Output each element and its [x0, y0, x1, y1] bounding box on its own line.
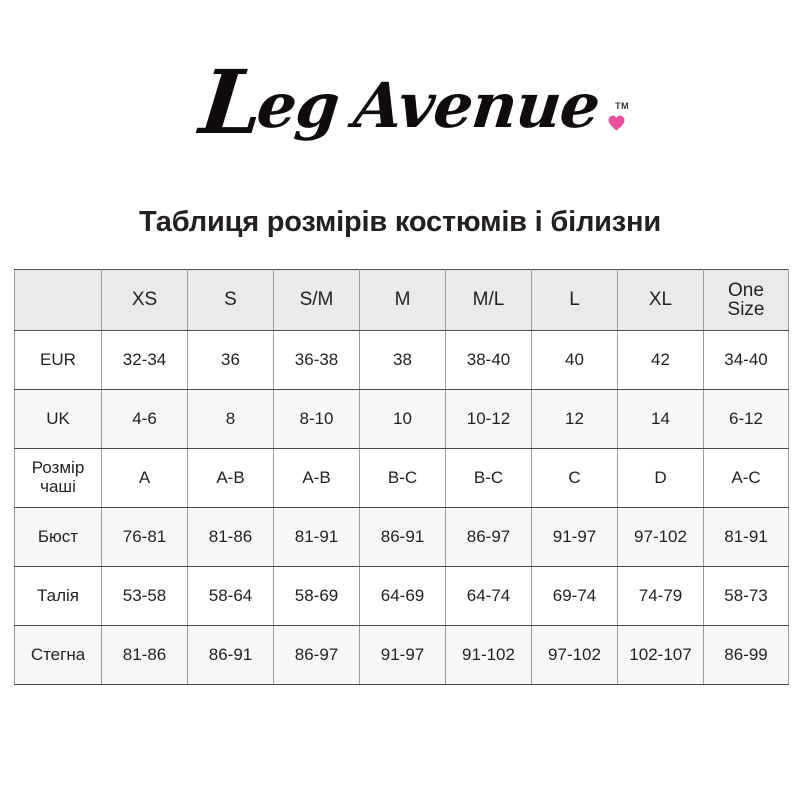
cell-bust-ml: 86-97 [445, 507, 532, 567]
table-row: Стегна 81-86 86-91 86-97 91-97 91-102 97… [14, 625, 789, 685]
header-cell-m: M [359, 269, 446, 331]
row-label-cup-size: Розмір чаші [14, 448, 102, 508]
table-row: UK 4-6 8 8-10 10 10-12 12 14 6-12 [14, 389, 789, 449]
cell-waist-l: 69-74 [531, 566, 618, 626]
cell-hips-sm: 86-97 [273, 625, 360, 685]
trademark-label: TM [615, 101, 630, 112]
row-label-eur: EUR [14, 330, 102, 390]
table-body: EUR 32-34 36 36-38 38 38-40 40 42 34-40 … [14, 330, 789, 685]
cell-hips-s: 86-91 [187, 625, 274, 685]
cell-uk-m: 10 [359, 389, 446, 449]
row-label-cup-size-line2: чаші [40, 477, 76, 496]
cell-eur-one-size: 34-40 [703, 330, 789, 390]
cell-uk-l: 12 [531, 389, 618, 449]
page-title: Таблиця розмірів костюмів і білизни [139, 206, 661, 238]
cell-bust-m: 86-91 [359, 507, 446, 567]
cell-eur-ml: 38-40 [445, 330, 532, 390]
cell-waist-s: 58-64 [187, 566, 274, 626]
header-cell-xl: XL [617, 269, 704, 331]
cell-eur-m: 38 [359, 330, 446, 390]
cell-cup-xl: D [617, 448, 704, 508]
size-chart-table: XS S S/M M M/L L XL One Size EUR 32-34 [14, 269, 789, 685]
table-row: Розмір чаші A A-B A-B B-C B-C C D A-C [14, 448, 789, 508]
cell-eur-sm: 36-38 [273, 330, 360, 390]
cell-uk-s: 8 [187, 389, 274, 449]
brand-logo-leg-rest: eg [253, 68, 342, 142]
cell-cup-sm: A-B [273, 448, 360, 508]
header-cell-ml: M/L [445, 269, 532, 331]
cell-cup-m: B-C [359, 448, 446, 508]
header-cell-xs: XS [101, 269, 188, 331]
row-label-uk: UK [14, 389, 102, 449]
cell-bust-xs: 76-81 [101, 507, 188, 567]
header-cell-l: L [531, 269, 618, 331]
cell-waist-sm: 58-69 [273, 566, 360, 626]
cell-bust-s: 81-86 [187, 507, 274, 567]
row-label-bust: Бюст [14, 507, 102, 567]
header-cell-s: S [187, 269, 274, 331]
header-cell-corner [14, 269, 102, 331]
cell-waist-ml: 64-74 [445, 566, 532, 626]
cell-eur-s: 36 [187, 330, 274, 390]
row-label-waist: Талія [14, 566, 102, 626]
cell-uk-one-size: 6-12 [703, 389, 789, 449]
heart-icon [608, 115, 625, 131]
table-row: Бюст 76-81 81-86 81-91 86-91 86-97 91-97… [14, 507, 789, 567]
cell-waist-xl: 74-79 [617, 566, 704, 626]
cell-cup-xs: A [101, 448, 188, 508]
cell-waist-m: 64-69 [359, 566, 446, 626]
size-table-container: XS S S/M M M/L L XL One Size EUR 32-34 [14, 269, 789, 685]
cell-uk-ml: 10-12 [445, 389, 532, 449]
cell-eur-xl: 42 [617, 330, 704, 390]
header-cell-one-size: One Size [703, 269, 789, 331]
row-label-hips: Стегна [14, 625, 102, 685]
table-row: Талія 53-58 58-64 58-69 64-69 64-74 69-7… [14, 566, 789, 626]
brand-logo-text: Leg Avenue [195, 50, 603, 154]
cell-cup-ml: B-C [445, 448, 532, 508]
cell-hips-xs: 81-86 [101, 625, 188, 685]
table-header-row: XS S S/M M M/L L XL One Size [14, 269, 789, 331]
cell-hips-l: 97-102 [531, 625, 618, 685]
header-one-size-line2: Size [727, 299, 765, 320]
cell-uk-sm: 8-10 [273, 389, 360, 449]
cell-uk-xs: 4-6 [101, 389, 188, 449]
cell-cup-l: C [531, 448, 618, 508]
brand-logo-avenue: Avenue [350, 68, 603, 142]
cell-bust-one-size: 81-91 [703, 507, 789, 567]
cell-uk-xl: 14 [617, 389, 704, 449]
cell-cup-s: A-B [187, 448, 274, 508]
cell-bust-sm: 81-91 [273, 507, 360, 567]
cell-waist-one-size: 58-73 [703, 566, 789, 626]
table-row: EUR 32-34 36 36-38 38 38-40 40 42 34-40 [14, 330, 789, 390]
header-one-size-line1: One [728, 279, 764, 301]
cell-hips-m: 91-97 [359, 625, 446, 685]
header-cell-sm: S/M [273, 269, 360, 331]
brand-logo-wordmark: Leg Avenue TM [195, 50, 628, 154]
cell-hips-ml: 91-102 [445, 625, 532, 685]
cell-waist-xs: 53-58 [101, 566, 188, 626]
cell-bust-xl: 97-102 [617, 507, 704, 567]
row-label-cup-size-line1: Розмір [31, 458, 85, 478]
cell-bust-l: 91-97 [531, 507, 618, 567]
cell-hips-one-size: 86-99 [703, 625, 789, 685]
brand-logo: Leg Avenue TM [0, 50, 800, 154]
cell-eur-xs: 32-34 [101, 330, 188, 390]
cell-eur-l: 40 [531, 330, 618, 390]
table-header: XS S S/M M M/L L XL One Size [14, 269, 789, 331]
cell-hips-xl: 102-107 [617, 625, 704, 685]
cell-cup-one-size: A-C [703, 448, 789, 508]
brand-logo-capital-l: L [195, 49, 263, 154]
